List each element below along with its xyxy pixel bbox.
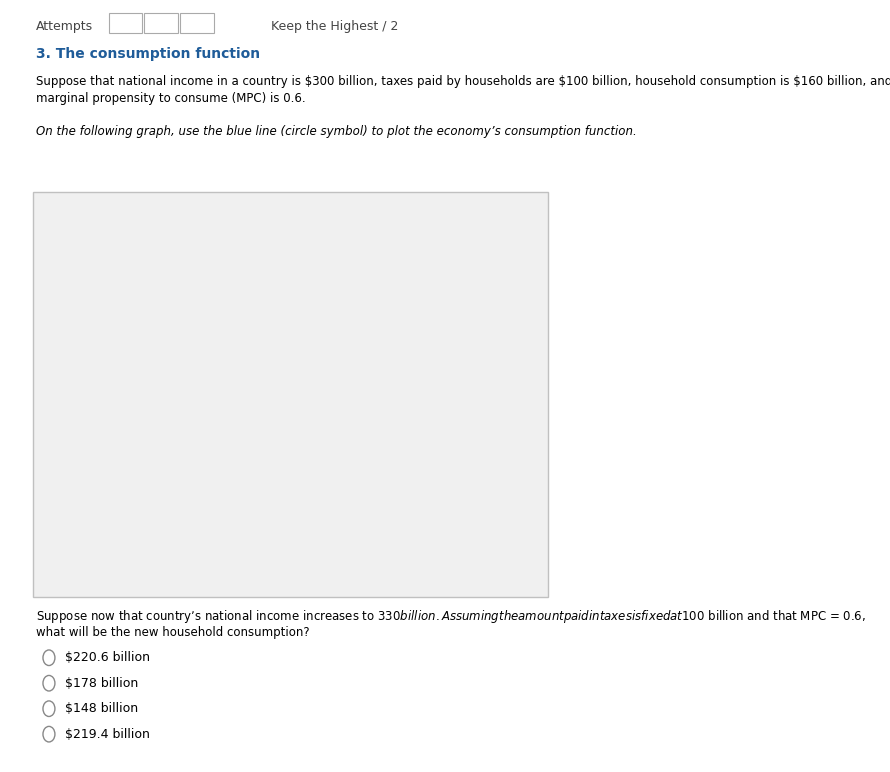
Text: $220.6 billion: $220.6 billion [65, 652, 150, 664]
Circle shape [515, 195, 538, 218]
Text: Keep the Highest / 2: Keep the Highest / 2 [271, 20, 399, 32]
Text: On the following graph, use the blue line (circle symbol) to plot the economy’s : On the following graph, use the blue lin… [36, 125, 636, 137]
Text: marginal propensity to consume (MPC) is 0.6.: marginal propensity to consume (MPC) is … [36, 93, 305, 105]
Text: $219.4 billion: $219.4 billion [65, 728, 150, 740]
Text: 3. The consumption function: 3. The consumption function [36, 47, 260, 61]
Circle shape [43, 650, 55, 665]
Text: ?: ? [523, 201, 530, 214]
Circle shape [43, 701, 55, 716]
Text: Suppose that national income in a country is $300 billion, taxes paid by househo: Suppose that national income in a countr… [36, 75, 890, 87]
Circle shape [43, 676, 55, 691]
Text: Suppose now that country’s national income increases to $330 billion. Assuming t: Suppose now that country’s national inco… [36, 608, 866, 625]
Text: $148 billion: $148 billion [65, 703, 138, 715]
Text: Attempts: Attempts [36, 20, 93, 32]
X-axis label: DISPOSABLE INCOME (Billions of dollars): DISPOSABLE INCOME (Billions of dollars) [116, 581, 328, 591]
Circle shape [43, 726, 55, 742]
Text: $178 billion: $178 billion [65, 677, 138, 689]
Y-axis label: CONSUMPTION (Billions of dollars): CONSUMPTION (Billions of dollars) [42, 298, 52, 477]
Text: Consumption Function: Consumption Function [391, 269, 516, 279]
Text: what will be the new household consumption?: what will be the new household consumpti… [36, 626, 309, 638]
